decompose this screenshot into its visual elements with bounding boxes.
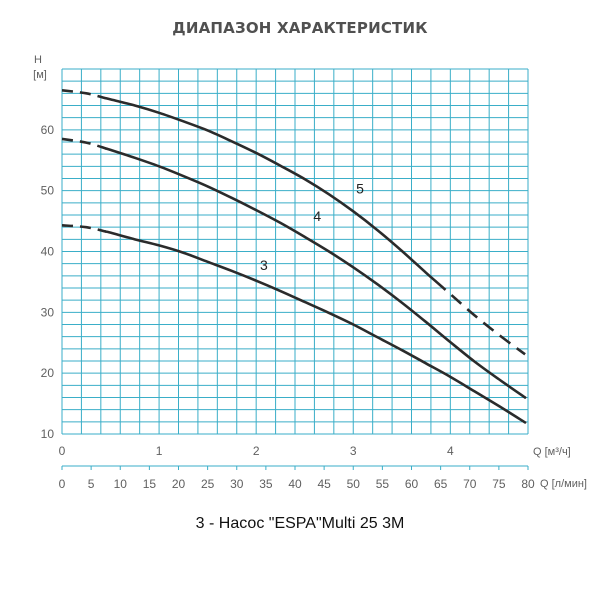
x-tick-label-lmin: 45 [317,477,331,491]
y-axis-label: H [34,54,42,66]
axis-labels: H [м] Q [м³/ч] Q [л/мин] [33,54,587,490]
curve-label-4: 4 [313,208,321,224]
curve-5-dashed-end [434,280,526,356]
curve-4-dashed-start [61,137,107,150]
curve-3 [104,230,527,424]
y-tick-label: 60 [41,123,55,137]
x-tick-label-lmin: 60 [405,477,419,491]
curve-label-3: 3 [260,257,268,273]
x-tick-label-lmin: 70 [463,477,477,491]
x-tick-label-m3: 4 [447,444,454,458]
x-tick-label-lmin: 50 [347,477,361,491]
x-tick-label-lmin: 20 [172,477,186,491]
curve-5 [104,96,438,283]
y-tick-label: 50 [41,184,55,198]
curve-label-5: 5 [356,181,364,197]
x-tick-label-lmin: 25 [201,477,215,491]
x-tick-label-m3: 1 [156,444,163,458]
x-tick-label-m3: 3 [350,444,357,458]
y-tick-label: 20 [41,366,55,380]
grid [61,68,529,470]
x-tick-label-lmin: 80 [521,477,535,491]
x-axis-label-lmin: Q [л/мин] [540,478,587,490]
x-axis-label-m3: Q [м³/ч] [533,446,571,458]
curve-5-dashed-start [61,89,107,100]
curve-3-dashed-start [61,224,106,233]
x-tick-label-m3: 0 [59,444,66,458]
x-tick-label-lmin: 55 [376,477,390,491]
y-tick-label: 40 [41,245,55,259]
curve-4 [104,147,527,399]
y-axis-unit: [м] [33,69,47,81]
x-tick-label-lmin: 35 [259,477,273,491]
x-tick-label-lmin: 65 [434,477,448,491]
curves: 3 4 5 [61,89,527,424]
x-tick-label-m3: 2 [253,444,260,458]
y-tick-label: 30 [41,305,55,319]
x-tick-label-lmin: 75 [492,477,506,491]
chart-title: ДИАПАЗОН ХАРАКТЕРИСТИК [172,19,428,37]
y-tick-label: 10 [41,427,55,441]
x-tick-label-lmin: 30 [230,477,244,491]
x-tick-label-lmin: 10 [114,477,128,491]
x-tick-label-lmin: 40 [288,477,302,491]
x-tick-label-lmin: 0 [59,477,66,491]
x-tick-label-lmin: 15 [143,477,157,491]
x-tick-label-lmin: 5 [88,477,95,491]
caption: 3 - Насос "ESPA"Multi 25 3M [195,515,405,532]
